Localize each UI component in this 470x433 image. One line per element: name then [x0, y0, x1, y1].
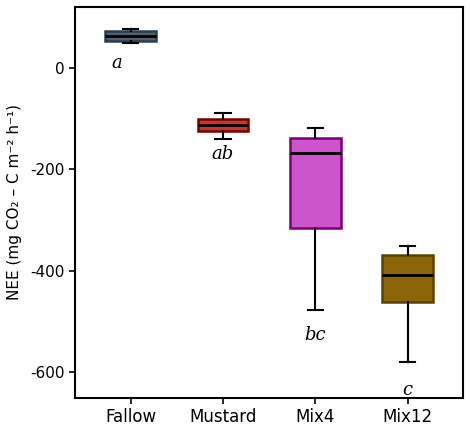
Y-axis label: NEE (mg CO₂ – C m⁻² h⁻¹): NEE (mg CO₂ – C m⁻² h⁻¹) [7, 104, 22, 301]
Text: c: c [403, 381, 413, 399]
Bar [382, 255, 433, 302]
Bar [290, 138, 341, 228]
Text: ab: ab [212, 145, 234, 163]
Bar [105, 31, 156, 42]
Bar [197, 119, 248, 131]
Text: bc: bc [305, 326, 326, 344]
Text: a: a [111, 54, 122, 71]
